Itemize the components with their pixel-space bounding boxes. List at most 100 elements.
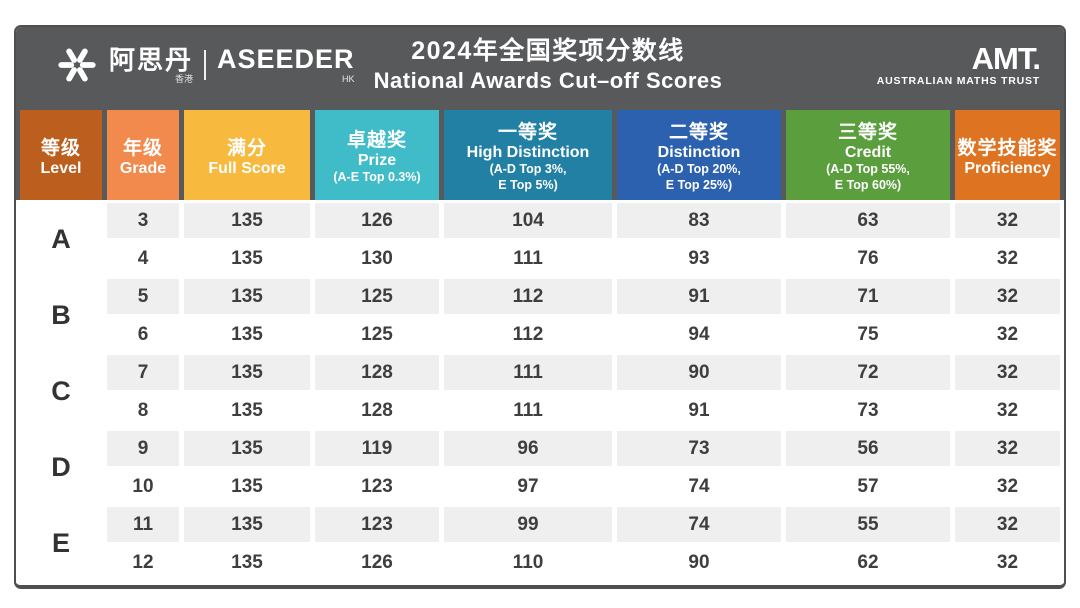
score-cell: 32	[955, 431, 1060, 466]
column-header-zh: 二等奖	[668, 121, 729, 143]
level-cell-D: D	[20, 431, 102, 504]
column-header-note: (A-D Top 20%,	[657, 161, 741, 176]
score-cell: 135	[184, 393, 310, 428]
score-cell: 75	[786, 317, 950, 352]
score-cell: 94	[617, 317, 781, 352]
column-header-en: High Distinction	[466, 143, 590, 161]
score-cell: 119	[315, 431, 439, 466]
column-header-en: Grade	[119, 159, 167, 177]
score-cell: 76	[786, 241, 950, 276]
column-header-zh: 三等奖	[837, 121, 898, 143]
column-header-grade: 年级 Grade	[107, 110, 179, 200]
score-cell: 135	[184, 317, 310, 352]
grade-cell: 8	[107, 393, 179, 428]
aseeder-zh-small-text: 香港	[175, 73, 194, 84]
score-cell: 104	[444, 203, 612, 238]
aseeder-asterisk-icon	[58, 48, 96, 82]
column-header-full-score: 满分 Full Score	[184, 110, 310, 200]
aseeder-wordmark-zh: 阿思丹 香港	[109, 47, 193, 84]
level-cell-E: E	[20, 507, 102, 580]
score-cell: 97	[444, 469, 612, 504]
score-cell: 74	[617, 469, 781, 504]
score-cell: 135	[184, 203, 310, 238]
score-cell: 32	[955, 545, 1060, 580]
column-header-zh: 等级	[40, 137, 81, 159]
grade-cell: 6	[107, 317, 179, 352]
column-header-zh: 卓越奖	[346, 129, 407, 151]
score-cell: 96	[444, 431, 612, 466]
column-header-distinction: 二等奖 Distinction (A-D Top 20%, E Top 25%)	[617, 110, 781, 200]
topbar: 阿思丹 香港 ASEEDER HK 2024年全国奖项分数线 National …	[16, 27, 1064, 103]
aseeder-en-small-text: HK	[342, 74, 355, 84]
column-header-note: (A-D Top 3%,	[489, 161, 567, 176]
column-header-en: Distinction	[657, 143, 741, 161]
score-cell: 32	[955, 469, 1060, 504]
score-cell: 71	[786, 279, 950, 314]
column-header-note: E Top 60%)	[834, 177, 902, 192]
score-cell: 32	[955, 393, 1060, 428]
score-cell: 91	[617, 393, 781, 428]
score-cell: 135	[184, 355, 310, 390]
column-header-zh: 一等奖	[497, 121, 558, 143]
column-header-credit: 三等奖 Credit (A-D Top 55%, E Top 60%)	[786, 110, 950, 200]
level-cell-C: C	[20, 355, 102, 428]
aseeder-zh-text: 阿思丹	[109, 44, 194, 75]
score-cell: 62	[786, 545, 950, 580]
score-cell: 56	[786, 431, 950, 466]
column-header-en: Credit	[844, 143, 892, 161]
score-cell: 126	[315, 545, 439, 580]
score-cell: 32	[955, 203, 1060, 238]
grade-cell: 7	[107, 355, 179, 390]
score-cell: 135	[184, 431, 310, 466]
column-header-note: (A-E Top 0.3%)	[333, 169, 421, 184]
column-header-level: 等级 Level	[20, 110, 102, 200]
column-header-note: (A-D Top 55%,	[826, 161, 910, 176]
score-cell: 90	[617, 545, 781, 580]
aseeder-wordmark-en: ASEEDER HK	[217, 46, 355, 84]
aseeder-logo: 阿思丹 香港 ASEEDER HK	[56, 44, 374, 86]
amt-name-text: AMT.	[971, 41, 1041, 77]
title-en: National Awards Cut–off Scores	[373, 67, 723, 93]
score-cell: 32	[955, 507, 1060, 542]
score-cell: 83	[617, 203, 781, 238]
score-cell: 112	[444, 279, 612, 314]
scores-card: 阿思丹 香港 ASEEDER HK 2024年全国奖项分数线 National …	[14, 25, 1066, 589]
score-cell: 135	[184, 279, 310, 314]
logo-divider	[204, 50, 207, 80]
column-header-en: Proficiency	[964, 159, 1051, 177]
column-header-zh: 数学技能奖	[957, 137, 1058, 159]
score-cell: 111	[444, 393, 612, 428]
score-cell: 63	[786, 203, 950, 238]
column-header-en: Level	[40, 159, 82, 177]
score-cell: 32	[955, 241, 1060, 276]
column-header-note: E Top 25%)	[665, 177, 733, 192]
score-cell: 99	[444, 507, 612, 542]
score-cell: 32	[955, 279, 1060, 314]
aseeder-en-text: ASEEDER	[217, 44, 355, 74]
grade-cell: 3	[107, 203, 179, 238]
level-cell-A: A	[20, 203, 102, 276]
grade-cell: 5	[107, 279, 179, 314]
column-header-note: E Top 5%)	[498, 177, 558, 192]
column-header-prize: 卓越奖 Prize (A-E Top 0.3%)	[315, 110, 439, 200]
score-cell: 93	[617, 241, 781, 276]
score-cell: 72	[786, 355, 950, 390]
score-cell: 123	[315, 507, 439, 542]
grade-cell: 9	[107, 431, 179, 466]
score-cell: 123	[315, 469, 439, 504]
score-cell: 90	[617, 355, 781, 390]
score-cell: 74	[617, 507, 781, 542]
score-cell: 57	[786, 469, 950, 504]
level-cell-B: B	[20, 279, 102, 352]
grade-cell: 11	[107, 507, 179, 542]
column-header-en: Full Score	[208, 159, 286, 177]
score-cell: 55	[786, 507, 950, 542]
score-cell: 32	[955, 317, 1060, 352]
grade-cell: 4	[107, 241, 179, 276]
column-header-high-distinction: 一等奖 High Distinction (A-D Top 3%, E Top 5%)	[444, 110, 612, 200]
column-header-zh: 年级	[122, 137, 163, 159]
table-body: A 3 135 126 104 83 63 32 4 135 130 111 93 76 32 B 5 135 12…	[16, 200, 1064, 585]
score-cell: 125	[315, 279, 439, 314]
score-cell: 126	[315, 203, 439, 238]
score-cell: 73	[617, 431, 781, 466]
